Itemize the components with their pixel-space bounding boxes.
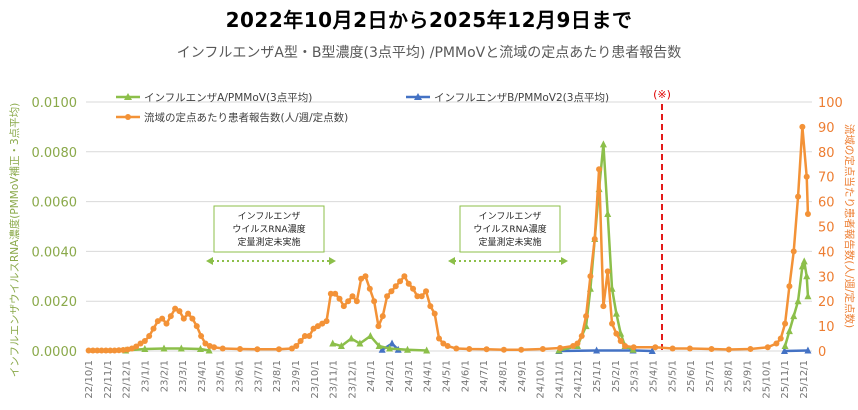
annotation-arrow-1 xyxy=(206,257,336,265)
x-tick-label: 24/10/1 xyxy=(536,360,547,399)
x-tick-label: 24/2/1 xyxy=(385,360,396,392)
left-tick-label: 0.0080 xyxy=(32,146,78,161)
annotation-box-1: インフルエンザ ウイルスRNA濃度 定量測定未実施 xyxy=(213,205,325,253)
right-tick-label: 20 xyxy=(818,295,835,310)
chart-title: 2022年10月2日から2025年12月9日まで xyxy=(225,8,633,32)
x-tick-label: 23/9/1 xyxy=(291,360,302,392)
x-tick-label: 25/9/1 xyxy=(743,360,754,392)
x-tick-label: 23/11/1 xyxy=(329,360,340,399)
x-tick-label: 24/6/1 xyxy=(460,360,471,392)
svg-text:定量測定未実施: 定量測定未実施 xyxy=(478,236,541,248)
x-tick-label: 24/3/1 xyxy=(404,360,415,392)
svg-text:(※): (※) xyxy=(653,88,671,101)
right-axis-title: 流域の定点当たり患者報告数(人/週/定点数) xyxy=(843,124,856,328)
note-marker: (※) xyxy=(653,88,671,352)
svg-text:インフルエンザ: インフルエンザ xyxy=(479,211,542,222)
circle-marker-icon xyxy=(125,114,131,120)
gridlines xyxy=(86,101,812,352)
x-tick-label: 24/4/1 xyxy=(423,360,434,392)
x-tick-label: 25/8/1 xyxy=(724,360,735,392)
right-tick-label: 50 xyxy=(818,221,835,236)
x-tick-label: 23/12/1 xyxy=(347,360,358,399)
right-tick-label: 90 xyxy=(818,121,835,136)
x-tick-label: 25/1/1 xyxy=(592,360,603,392)
x-tick-label: 24/1/1 xyxy=(366,360,377,392)
legend-item-series-b[interactable]: インフルエンザB/PMMoV2(3点平均) xyxy=(406,92,609,104)
right-tick-label: 80 xyxy=(818,146,835,161)
legend: インフルエンザA/PMMoV(3点平均) インフルエンザB/PMMoV2(3点平… xyxy=(116,92,609,124)
right-tick-label: 30 xyxy=(818,270,835,285)
chart-subtitle: インフルエンザA型・B型濃度(3点平均) /PMMoVと流域の定点あたり患者報告… xyxy=(176,45,682,61)
x-tick-label: 25/5/1 xyxy=(667,360,678,392)
right-tick-label: 70 xyxy=(818,171,835,186)
x-tick-label: 25/7/1 xyxy=(705,360,716,392)
series-patients-line xyxy=(85,123,811,354)
x-tick-label: 23/10/1 xyxy=(310,360,321,399)
left-axis-title: インフルエンザウイルスRNA濃度(PMMoV補正・3点平均) xyxy=(8,103,21,377)
left-tick-label: 0.0060 xyxy=(32,196,78,211)
x-tick-label: 25/10/1 xyxy=(761,360,772,399)
x-tick-label: 23/1/1 xyxy=(140,360,151,392)
x-tick-label: 24/11/1 xyxy=(554,360,565,399)
right-tick-label: 40 xyxy=(818,245,835,260)
svg-text:定量測定未実施: 定量測定未実施 xyxy=(237,236,300,248)
triangle-marker-icon xyxy=(414,93,422,100)
left-tick-label: 0.0040 xyxy=(32,245,78,260)
x-tick-label: 25/3/1 xyxy=(630,360,641,392)
x-tick-label: 23/4/1 xyxy=(197,360,208,392)
x-tick-label: 23/3/1 xyxy=(178,360,189,392)
svg-text:流域の定点あたり患者報告数(人/週/定点数): 流域の定点あたり患者報告数(人/週/定点数) xyxy=(144,111,348,124)
left-axis-ticks: 0.0000 0.0020 0.0040 0.0060 0.0080 0.0100 xyxy=(32,96,78,360)
x-tick-label: 24/9/1 xyxy=(517,360,528,392)
svg-text:インフルエンザ: インフルエンザ xyxy=(238,211,301,222)
data-series xyxy=(85,123,812,354)
annotation-arrow-2 xyxy=(448,257,568,265)
x-tick-label: 23/5/1 xyxy=(216,360,227,392)
svg-text:ウイルスRNA濃度: ウイルスRNA濃度 xyxy=(473,223,546,235)
x-tick-label: 23/2/1 xyxy=(159,360,170,392)
svg-text:インフルエンザA/PMMoV(3点平均): インフルエンザA/PMMoV(3点平均) xyxy=(144,92,312,104)
legend-item-patients[interactable]: 流域の定点あたり患者報告数(人/週/定点数) xyxy=(116,111,348,124)
x-tick-label: 23/8/1 xyxy=(272,360,283,392)
x-tick-label: 23/6/1 xyxy=(235,360,246,392)
x-tick-label: 25/12/1 xyxy=(799,360,810,399)
svg-text:インフルエンザB/PMMoV2(3点平均): インフルエンザB/PMMoV2(3点平均) xyxy=(434,92,609,104)
triangle-marker-icon xyxy=(124,93,132,100)
x-tick-label: 25/6/1 xyxy=(686,360,697,392)
right-tick-label: 60 xyxy=(818,196,835,211)
right-axis-ticks: 0 10 20 30 40 50 60 70 80 90 100 xyxy=(818,96,843,360)
legend-item-series-a[interactable]: インフルエンザA/PMMoV(3点平均) xyxy=(116,92,312,104)
right-tick-label: 10 xyxy=(818,320,835,335)
x-tick-label: 22/12/1 xyxy=(122,360,133,399)
x-tick-label: 24/5/1 xyxy=(442,360,453,392)
annotation-box-2: インフルエンザ ウイルスRNA濃度 定量測定未実施 xyxy=(459,205,561,253)
x-tick-label: 22/11/1 xyxy=(103,360,114,399)
svg-text:ウイルスRNA濃度: ウイルスRNA濃度 xyxy=(232,223,305,235)
left-tick-label: 0.0000 xyxy=(32,345,78,360)
left-tick-label: 0.0020 xyxy=(32,295,78,310)
x-tick-label: 23/7/1 xyxy=(253,360,264,392)
x-tick-label: 25/4/1 xyxy=(648,360,659,392)
x-tick-label: 22/10/1 xyxy=(84,360,95,399)
x-tick-label: 24/12/1 xyxy=(573,360,584,399)
left-tick-label: 0.0100 xyxy=(32,96,78,111)
right-tick-label: 100 xyxy=(818,96,843,111)
x-tick-label: 24/7/1 xyxy=(479,360,490,392)
x-tick-label: 24/8/1 xyxy=(498,360,509,392)
right-tick-label: 0 xyxy=(818,345,826,360)
x-tick-label: 25/2/1 xyxy=(611,360,622,392)
x-axis-ticks: 22/10/1 22/11/1 22/12/1 23/1/1 23/2/1 23/3/1 2… xyxy=(84,360,810,399)
x-tick-label: 25/11/1 xyxy=(780,360,791,399)
